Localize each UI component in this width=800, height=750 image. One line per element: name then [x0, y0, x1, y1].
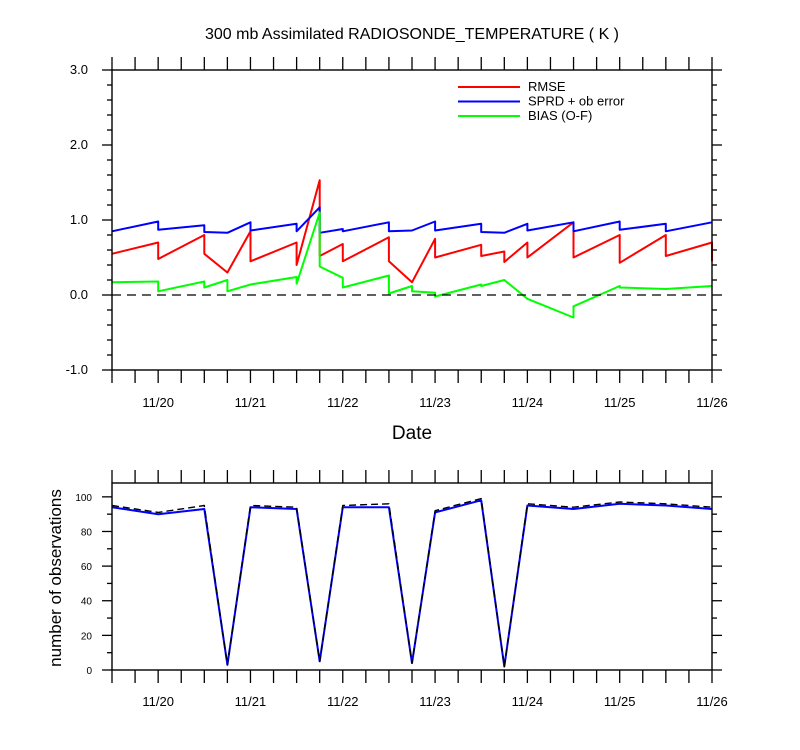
bottom-plot-frame	[111, 482, 713, 671]
bottom-y-tick-labels: 0 20 40 60 80 100	[75, 493, 92, 677]
bottom-x-tick-label: 11/22	[327, 694, 359, 709]
bottom-x-tick-label: 11/25	[604, 694, 636, 709]
bottom-y-tick-label: 20	[81, 631, 93, 642]
bottom-x-tick-label: 11/24	[512, 694, 544, 709]
top-x-tick-label: 11/23	[419, 395, 451, 410]
top-x-tick-label: 11/21	[235, 395, 267, 410]
top-series-group	[111, 179, 713, 319]
bottom-y-tick-label: 80	[81, 527, 93, 538]
top-x-tick-labels: 11/20 11/21 11/22 11/23 11/24 11/25 11/26	[142, 395, 727, 410]
bottom-x-tick-labels: 11/20 11/21 11/22 11/23 11/24 11/25 11/26	[142, 694, 727, 709]
top-panel: -1.00.01.02.03.0 11/20 11/21 11/22 11/23 11/…	[66, 57, 728, 444]
top-series-sprd-ob-error	[111, 206, 713, 234]
top-series-rmse	[111, 179, 713, 284]
top-y-tick-labels: -1.0 0.0 1.0 2.0 3.0	[66, 62, 88, 377]
bottom-y-tick-label: 100	[75, 493, 92, 504]
top-x-tick-label: 11/26	[696, 395, 728, 410]
bottom-y-tick-label: 40	[81, 597, 93, 608]
legend-label-rmse: RMSE	[528, 79, 566, 94]
bottom-x-tick-label: 11/23	[419, 694, 451, 709]
top-y-tick-label: 3.0	[70, 62, 88, 77]
top-x-tick-label: 11/22	[327, 395, 359, 410]
bottom-tick-group	[102, 470, 722, 683]
top-y-tick-label: 2.0	[70, 137, 88, 152]
top-x-tick-label: 11/20	[142, 395, 174, 410]
top-series-bias-o-f	[111, 211, 713, 319]
bottom-series-group	[111, 497, 713, 668]
chart-title: 300 mb Assimilated RADIOSONDE_TEMPERATUR…	[205, 26, 619, 43]
top-x-tick-label: 11/24	[512, 395, 544, 410]
bottom-series-observations-used	[111, 499, 713, 668]
top-y-tick-label: 1.0	[70, 212, 88, 227]
top-plot-frame	[111, 69, 713, 371]
bottom-series-observations-possible	[111, 497, 713, 668]
y-axis-label: number of observations	[46, 489, 65, 667]
top-y-tick-label: 0.0	[70, 287, 88, 302]
top-tick-group	[102, 57, 722, 383]
legend-label-bias-o-f: BIAS (O-F)	[528, 108, 592, 123]
bottom-y-tick-label: 60	[81, 562, 93, 573]
x-axis-label: Date	[392, 423, 432, 444]
top-y-tick-label: -1.0	[66, 362, 88, 377]
top-x-tick-label: 11/25	[604, 395, 636, 410]
bottom-x-tick-label: 11/20	[142, 694, 174, 709]
legend-label-sprd-ob-error: SPRD + ob error	[528, 94, 625, 109]
bottom-y-tick-label: 0	[86, 666, 92, 677]
bottom-x-tick-label: 11/26	[696, 694, 728, 709]
bottom-x-tick-label: 11/21	[235, 694, 267, 709]
